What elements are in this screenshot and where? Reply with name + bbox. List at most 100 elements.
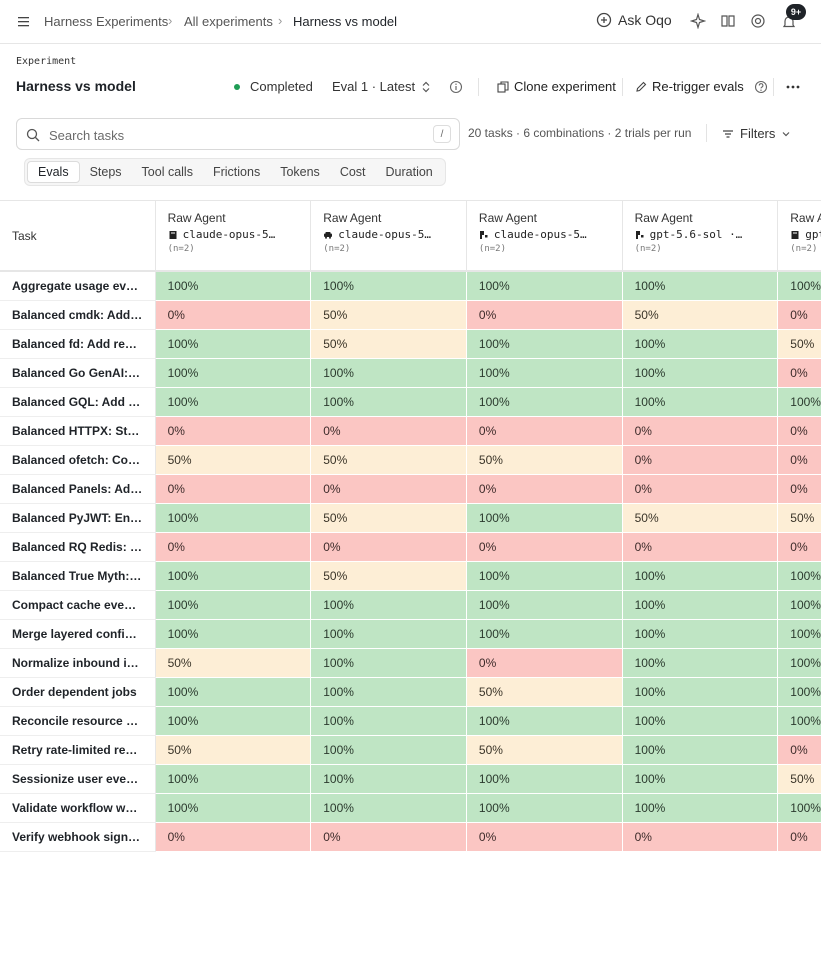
table-row[interactable]: Balanced Panels: Ad… 0% 0% 0% 0% 0% — [0, 474, 821, 504]
table-row[interactable]: Sessionize user even… 100% 100% 100% 100% 50% — [0, 764, 821, 794]
eval-score-cell[interactable]: 100% — [466, 329, 623, 359]
task-name[interactable]: Order dependent jobs — [0, 677, 156, 707]
tab-cost[interactable]: Cost — [339, 165, 366, 179]
task-name[interactable]: Normalize inbound id… — [0, 648, 156, 678]
combination-column-header[interactable]: Raw Agent claude-opus-5… (n=2) — [155, 201, 312, 272]
task-name[interactable]: Verify webhook signa… — [0, 822, 156, 852]
eval-score-cell[interactable]: 100% — [310, 793, 467, 823]
eval-score-cell[interactable]: 50% — [310, 561, 467, 591]
eval-score-cell[interactable]: 0% — [310, 822, 467, 852]
eval-score-cell[interactable]: 0% — [777, 822, 821, 852]
eval-score-cell[interactable]: 0% — [777, 474, 821, 504]
retrigger-evals-button[interactable]: Re-trigger evals — [635, 79, 744, 94]
task-name[interactable]: Balanced True Myth: … — [0, 561, 156, 591]
table-row[interactable]: Validate workflow wa… 100% 100% 100% 100% 100… — [0, 793, 821, 823]
search-input[interactable] — [49, 125, 429, 145]
eval-score-cell[interactable]: 100% — [466, 619, 623, 649]
eval-score-cell[interactable]: 100% — [466, 271, 623, 301]
combination-column-header[interactable]: Raw Agent gpt-5.6-sol ·… (n=2) — [622, 201, 779, 272]
task-name[interactable]: Balanced fd: Add rep… — [0, 329, 156, 359]
eval-score-cell[interactable]: 50% — [310, 329, 467, 359]
eval-score-cell[interactable]: 50% — [777, 329, 821, 359]
table-row[interactable]: Reconcile resource s… 100% 100% 100% 100% 100… — [0, 706, 821, 736]
eval-score-cell[interactable]: 100% — [622, 735, 779, 765]
eval-score-cell[interactable]: 100% — [310, 677, 467, 707]
eval-score-cell[interactable]: 0% — [777, 300, 821, 330]
eval-score-cell[interactable]: 50% — [622, 300, 779, 330]
eval-score-cell[interactable]: 0% — [777, 532, 821, 562]
eval-score-cell[interactable]: 100% — [777, 561, 821, 591]
eval-score-cell[interactable]: 100% — [622, 358, 779, 388]
table-row[interactable]: Verify webhook signa… 0% 0% 0% 0% 0% — [0, 822, 821, 852]
eval-score-cell[interactable]: 0% — [466, 648, 623, 678]
more-icon[interactable] — [786, 85, 800, 89]
eval-score-cell[interactable]: 50% — [155, 445, 312, 475]
eval-score-cell[interactable]: 100% — [777, 793, 821, 823]
eval-score-cell[interactable]: 0% — [155, 822, 312, 852]
table-row[interactable]: Compact cache even… 100% 100% 100% 100% 100% — [0, 590, 821, 620]
eval-score-cell[interactable]: 100% — [777, 648, 821, 678]
task-name[interactable]: Sessionize user even… — [0, 764, 156, 794]
eval-score-cell[interactable]: 100% — [777, 619, 821, 649]
eval-score-cell[interactable]: 0% — [622, 532, 779, 562]
eval-score-cell[interactable]: 100% — [310, 735, 467, 765]
table-row[interactable]: Balanced HTTPX: Str… 0% 0% 0% 0% 0% — [0, 416, 821, 446]
task-name[interactable]: Retry rate-limited re… — [0, 735, 156, 765]
task-column-header[interactable]: Task — [0, 201, 156, 272]
eval-score-cell[interactable]: 100% — [466, 387, 623, 417]
eval-score-cell[interactable]: 50% — [155, 648, 312, 678]
table-row[interactable]: Balanced fd: Add rep… 100% 50% 100% 100% 50% — [0, 329, 821, 359]
eval-score-cell[interactable]: 0% — [466, 300, 623, 330]
table-row[interactable]: Balanced PyJWT: Enf… 100% 50% 100% 50% 50% — [0, 503, 821, 533]
eval-score-cell[interactable]: 50% — [310, 445, 467, 475]
eval-score-cell[interactable]: 100% — [622, 329, 779, 359]
eval-score-cell[interactable]: 100% — [777, 590, 821, 620]
eval-score-cell[interactable]: 0% — [466, 474, 623, 504]
task-name[interactable]: Balanced RQ Redis: … — [0, 532, 156, 562]
help-ring-icon[interactable] — [750, 13, 766, 29]
eval-score-cell[interactable]: 100% — [622, 561, 779, 591]
eval-score-cell[interactable]: 100% — [777, 677, 821, 707]
table-row[interactable]: Merge layered config… 100% 100% 100% 100% 100… — [0, 619, 821, 649]
eval-score-cell[interactable]: 100% — [622, 764, 779, 794]
tab-evals[interactable]: Evals — [27, 161, 80, 183]
eval-score-cell[interactable]: 100% — [155, 706, 312, 736]
task-name[interactable]: Compact cache even… — [0, 590, 156, 620]
eval-score-cell[interactable]: 100% — [310, 590, 467, 620]
eval-score-cell[interactable]: 0% — [466, 822, 623, 852]
eval-score-cell[interactable]: 50% — [155, 735, 312, 765]
task-name[interactable]: Balanced ofetch: Co… — [0, 445, 156, 475]
eval-score-cell[interactable]: 100% — [155, 271, 312, 301]
table-row[interactable]: Normalize inbound id… 50% 100% 0% 100% 100% — [0, 648, 821, 678]
eval-score-cell[interactable]: 50% — [310, 300, 467, 330]
task-name[interactable]: Aggregate usage eve… — [0, 271, 156, 301]
eval-score-cell[interactable]: 0% — [777, 358, 821, 388]
eval-score-cell[interactable]: 100% — [622, 677, 779, 707]
task-name[interactable]: Balanced GQL: Add p… — [0, 387, 156, 417]
eval-score-cell[interactable]: 100% — [466, 590, 623, 620]
eval-score-cell[interactable]: 0% — [622, 474, 779, 504]
eval-score-cell[interactable]: 50% — [777, 503, 821, 533]
eval-score-cell[interactable]: 100% — [155, 329, 312, 359]
eval-score-cell[interactable]: 0% — [155, 300, 312, 330]
eval-score-cell[interactable]: 100% — [155, 358, 312, 388]
tab-tool-calls[interactable]: Tool calls — [141, 165, 193, 179]
eval-score-cell[interactable]: 100% — [155, 677, 312, 707]
ask-oqo-button[interactable]: Ask Oqo — [596, 12, 672, 28]
eval-score-cell[interactable]: 100% — [466, 503, 623, 533]
eval-score-cell[interactable]: 100% — [622, 793, 779, 823]
eval-score-cell[interactable]: 100% — [155, 503, 312, 533]
eval-score-cell[interactable]: 0% — [155, 532, 312, 562]
eval-score-cell[interactable]: 50% — [466, 677, 623, 707]
table-row[interactable]: Balanced ofetch: Co… 50% 50% 50% 0% 0% — [0, 445, 821, 475]
task-name[interactable]: Balanced Go GenAI: … — [0, 358, 156, 388]
eval-score-cell[interactable]: 50% — [622, 503, 779, 533]
eval-score-cell[interactable]: 100% — [310, 764, 467, 794]
table-row[interactable]: Balanced True Myth: … 100% 50% 100% 100% 100% — [0, 561, 821, 591]
eval-score-cell[interactable]: 100% — [622, 271, 779, 301]
task-name[interactable]: Balanced cmdk: Add … — [0, 300, 156, 330]
eval-score-cell[interactable]: 100% — [310, 358, 467, 388]
eval-score-cell[interactable]: 50% — [466, 735, 623, 765]
eval-score-cell[interactable]: 100% — [466, 561, 623, 591]
tab-tokens[interactable]: Tokens — [280, 165, 320, 179]
